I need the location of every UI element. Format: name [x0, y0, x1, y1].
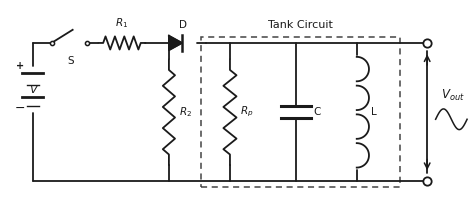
Text: C: C	[313, 107, 321, 117]
Text: V: V	[29, 85, 36, 95]
Text: $V_{out}$: $V_{out}$	[441, 88, 465, 103]
Text: S: S	[67, 56, 73, 66]
Text: +: +	[16, 61, 24, 71]
Text: L: L	[371, 107, 376, 117]
Text: D: D	[179, 20, 187, 30]
Bar	[201, 37, 400, 187]
Text: −: −	[14, 102, 25, 115]
Text: $R_2$: $R_2$	[179, 105, 192, 119]
Polygon shape	[169, 36, 182, 50]
Text: $R_1$: $R_1$	[115, 16, 128, 30]
Text: $R_p$: $R_p$	[240, 105, 254, 119]
Text: Tank Circuit: Tank Circuit	[268, 20, 333, 30]
